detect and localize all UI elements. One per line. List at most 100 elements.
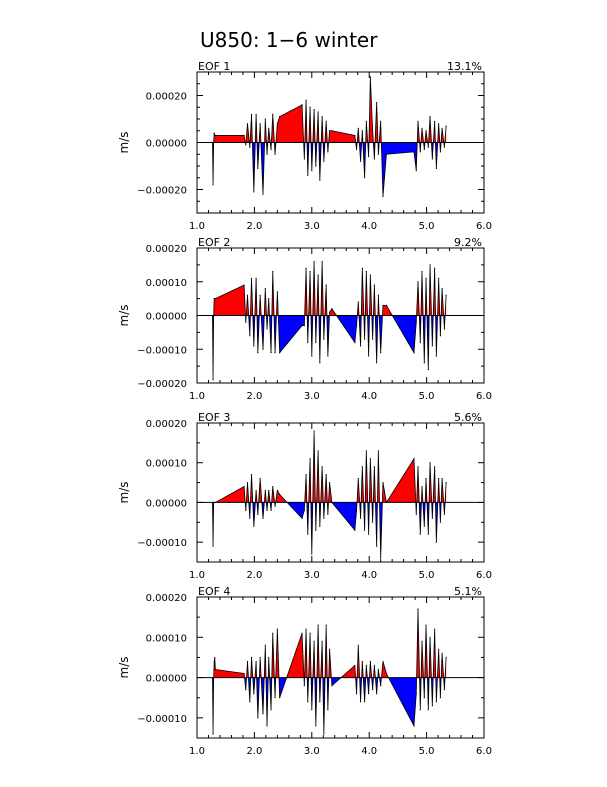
y-tick-label: 0.00010: [146, 459, 187, 470]
data-point: [243, 672, 245, 675]
data-point: [413, 352, 415, 354]
data-point: [262, 713, 264, 715]
data-point: [321, 116, 323, 118]
data-point: [246, 481, 249, 484]
data-point: [359, 701, 362, 703]
data-point: [373, 158, 375, 160]
data-point: [268, 656, 270, 659]
data-point: [423, 697, 425, 699]
data-point: [211, 314, 214, 317]
data-point: [438, 648, 440, 650]
data-point: [328, 311, 331, 313]
data-point: [253, 693, 255, 695]
data-point: [431, 705, 433, 707]
data-point: [441, 478, 443, 480]
data-point: [276, 628, 278, 630]
x-tick-label: 3.0: [304, 221, 320, 232]
data-point: [272, 485, 274, 488]
figure-title: U850: 1−6 winter: [200, 28, 378, 52]
y-axis-label: m/s: [117, 657, 131, 679]
data-point: [373, 466, 375, 468]
data-point: [301, 325, 303, 327]
data-point: [259, 478, 261, 480]
data-point: [419, 341, 421, 344]
data-point: [355, 693, 358, 695]
data-point: [382, 660, 384, 663]
eof-panels: 1.0 2.0 3.0 4.0 5.0 6.0 −0.00020 0.00000 0.00020…: [117, 60, 492, 757]
y-tick-label: 0.00020: [146, 419, 187, 430]
data-point: [427, 709, 429, 711]
data-point: [213, 676, 215, 679]
data-point: [323, 338, 325, 340]
data-point: [211, 501, 214, 504]
data-point: [266, 328, 268, 330]
data-point: [327, 355, 329, 357]
y-tick-label: 0.00020: [146, 92, 187, 103]
x-tick-label: 2.0: [246, 221, 262, 232]
data-point: [429, 116, 431, 118]
data-point: [321, 466, 323, 468]
data-point: [255, 277, 257, 279]
data-point: [423, 525, 425, 527]
data-point: [357, 127, 359, 129]
data-point: [417, 120, 419, 122]
data-point: [421, 271, 423, 273]
data-point: [357, 644, 359, 646]
plot-frame: [196, 422, 485, 563]
data-point: [279, 352, 281, 354]
data-point: [311, 553, 313, 555]
data-point: [243, 134, 245, 137]
data-point: [355, 325, 358, 327]
data-point: [311, 709, 313, 711]
data-point: [249, 701, 251, 703]
variance-label: 5.1%: [454, 585, 482, 598]
data-point: [380, 557, 382, 559]
data-point: [246, 123, 249, 125]
data-point: [325, 474, 327, 476]
data-point: [327, 709, 329, 711]
data-point: [331, 501, 333, 504]
data-point: [276, 123, 278, 125]
data-point: [315, 725, 317, 727]
x-tick-label: 2.0: [246, 746, 262, 757]
data-point: [331, 130, 333, 132]
data-point: [246, 294, 249, 296]
data-point: [361, 466, 363, 468]
data-point: [417, 608, 419, 610]
data-point: [250, 277, 253, 279]
data-point: [303, 158, 305, 160]
data-point: [317, 624, 319, 626]
data-point: [445, 294, 447, 296]
y-tick-label: 0.00000: [146, 139, 187, 150]
x-tick-label: 3.0: [304, 570, 320, 581]
x-tick-label: 6.0: [476, 221, 492, 232]
data-point: [274, 505, 276, 507]
data-point: [317, 450, 319, 452]
x-tick-label: 4.0: [361, 221, 377, 232]
data-point: [369, 458, 371, 460]
data-point: [243, 485, 245, 488]
data-point: [435, 355, 437, 357]
data-point: [364, 338, 366, 340]
data-point: [354, 529, 356, 531]
data-point: [272, 632, 274, 634]
y-tick-label: 0.00000: [146, 674, 187, 685]
y-axis-label: m/s: [117, 132, 131, 154]
data-point: [376, 693, 378, 695]
data-point: [276, 291, 278, 293]
data-point: [250, 656, 253, 659]
data-point: [434, 466, 436, 468]
data-point: [307, 701, 309, 703]
data-point: [325, 284, 327, 286]
data-point: [429, 636, 431, 638]
data-point: [309, 271, 311, 273]
data-point: [250, 113, 253, 115]
data-point: [331, 308, 333, 310]
data-point: [325, 624, 327, 626]
data-point: [243, 284, 245, 286]
data-point: [376, 545, 378, 547]
data-point: [317, 111, 319, 113]
data-point: [313, 640, 315, 642]
data-point: [212, 379, 214, 381]
data-point: [427, 533, 429, 535]
